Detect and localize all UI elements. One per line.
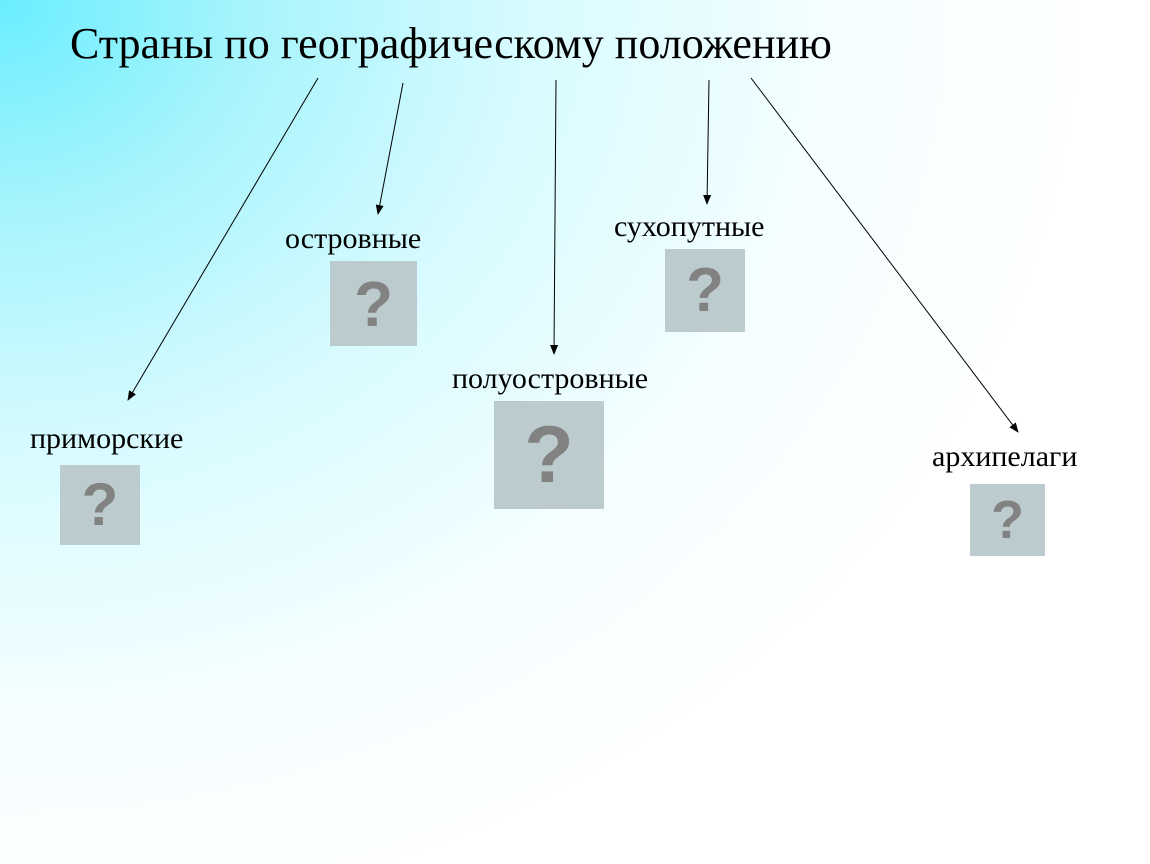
placeholder-box[interactable]: ? — [970, 484, 1045, 556]
placeholder-box[interactable]: ? — [494, 401, 604, 509]
question-mark-icon: ? — [686, 260, 724, 322]
placeholder-box[interactable]: ? — [330, 261, 417, 346]
question-mark-icon: ? — [354, 272, 393, 336]
diagram-title: Страны по географическому положению — [70, 18, 832, 69]
category-label: островные — [285, 222, 421, 256]
placeholder-box[interactable]: ? — [665, 249, 745, 332]
question-mark-icon: ? — [991, 493, 1024, 547]
category-label: приморские — [30, 422, 183, 456]
category-label: архипелаги — [932, 440, 1077, 474]
category-label: полуостровные — [452, 362, 648, 396]
category-label: сухопутные — [614, 210, 764, 244]
question-mark-icon: ? — [524, 415, 573, 496]
question-mark-icon: ? — [82, 475, 119, 535]
placeholder-box[interactable]: ? — [60, 465, 140, 545]
